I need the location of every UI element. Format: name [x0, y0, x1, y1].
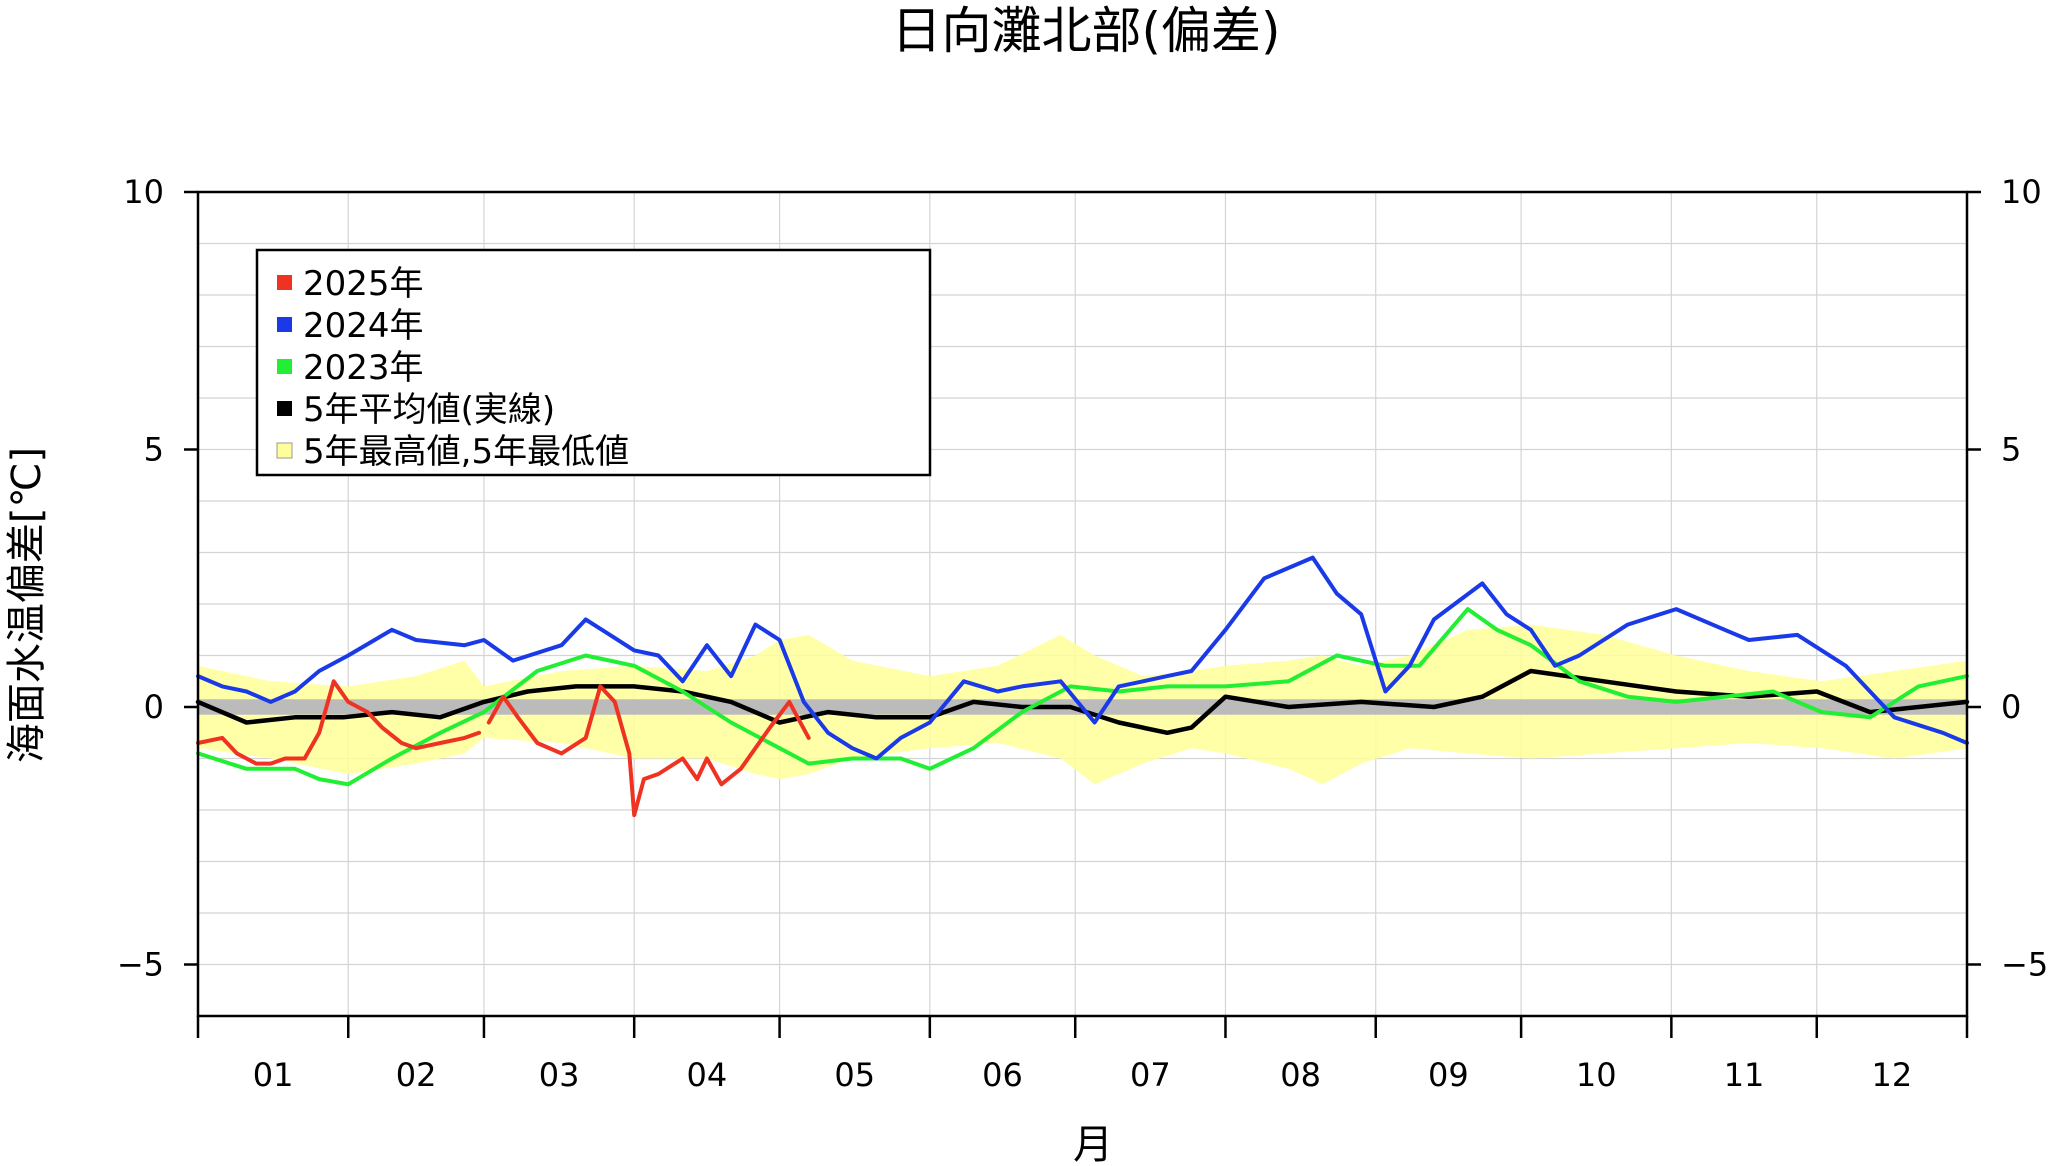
- y-axis-ticks: 10 10 5 5 0 0 −5 −5: [117, 173, 2048, 984]
- y-tick-label-left: 10: [123, 173, 164, 211]
- legend-swatch: [277, 359, 292, 374]
- x-tick-label: 04: [687, 1056, 728, 1094]
- legend-label: 5年最高値,5年最低値: [303, 432, 629, 472]
- legend-swatch: [277, 401, 292, 416]
- plot-border: [196, 190, 1969, 1018]
- y-tick-label-right: 5: [2001, 431, 2021, 469]
- y-tick-label-left: 0: [144, 688, 164, 726]
- plot-frame: [196, 190, 1969, 1018]
- series-2023年: [196, 607, 1969, 787]
- x-axis-ticks: 01 02 03 04 05 06 07 08 09 10 11 12: [196, 1016, 1969, 1094]
- legend-swatch: [276, 442, 293, 459]
- series-lines: [195, 555, 1970, 818]
- legend-label: 5年平均値(実線): [303, 390, 555, 430]
- x-tick-label: 03: [539, 1056, 580, 1094]
- legend-box: [255, 248, 932, 477]
- x-tick-label: 05: [834, 1056, 875, 1094]
- x-tick-label: 12: [1872, 1056, 1913, 1094]
- legend-label: 2023年: [303, 348, 424, 388]
- x-tick-label: 01: [253, 1056, 294, 1094]
- legend-label: 2025年: [303, 264, 424, 304]
- series-2025年: [196, 679, 482, 766]
- x-tick-label: 06: [982, 1056, 1023, 1094]
- x-tick-label: 08: [1280, 1056, 1321, 1094]
- x-tick-label: 11: [1724, 1056, 1765, 1094]
- legend-label: 2024年: [303, 306, 424, 346]
- x-tick-label: 07: [1130, 1056, 1171, 1094]
- y-axis-label: 海面水温偏差[℃]: [4, 447, 50, 763]
- legend-swatch: [277, 317, 292, 332]
- x-tick-label: 02: [396, 1056, 437, 1094]
- series-2024年: [196, 555, 1969, 761]
- chart-title: 日向灘北部(偏差): [891, 2, 1280, 60]
- x-tick-label: 10: [1576, 1056, 1617, 1094]
- y-tick-label-left: 5: [144, 431, 164, 469]
- y-tick-label-right: −5: [2001, 946, 2048, 984]
- legend-swatch: [277, 275, 292, 290]
- x-axis-label: 月: [1073, 1122, 1113, 1166]
- series-5年平均値(実線): [195, 668, 1970, 736]
- y-tick-label-right: 10: [2001, 173, 2042, 211]
- x-tick-label: 09: [1428, 1056, 1469, 1094]
- y-tick-label-left: −5: [117, 946, 164, 984]
- series-2025年: [486, 684, 811, 818]
- y-tick-label-right: 0: [2001, 688, 2021, 726]
